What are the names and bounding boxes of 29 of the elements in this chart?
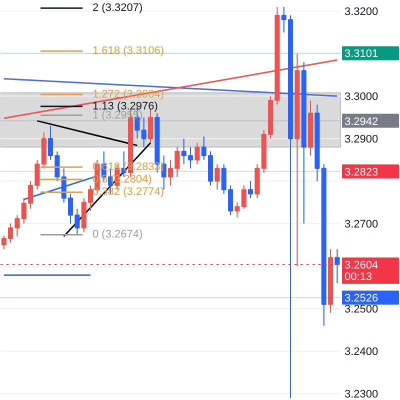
- candlestick: [141, 116, 146, 148]
- candlestick: [228, 184, 233, 216]
- candlestick: [241, 184, 246, 210]
- y-tick-label: 3.2500: [344, 304, 378, 316]
- candlestick: [221, 164, 226, 194]
- candlestick: [281, 6, 286, 33]
- candlestick: [214, 164, 220, 190]
- candlestick: [194, 142, 200, 165]
- y-tick-label: 3.3200: [344, 6, 378, 18]
- ref-line-label: 2 (3.3207): [92, 2, 143, 14]
- candlestick: [88, 184, 93, 212]
- ref-line-label: 1.618 (3.3106): [92, 45, 164, 58]
- candlestick: [234, 202, 240, 218]
- y-tick-label: 3.2400: [344, 346, 378, 358]
- candlestick: [188, 146, 193, 169]
- ref-line-label: 3.3101: [344, 48, 378, 60]
- ref-line-label: 0 (3.2674): [92, 228, 143, 241]
- y-tick-label: 3.2900: [344, 134, 378, 146]
- y-tick-label: 3.2700: [344, 218, 378, 231]
- candlestick: [248, 180, 253, 199]
- y-tick-label: 3.3000: [344, 91, 378, 104]
- ref-line-label: 3.2823: [344, 166, 378, 178]
- ref-line-label: 3.2942: [344, 116, 378, 128]
- ref-line-label: 3.2604 00:13: [344, 259, 378, 283]
- y-tick-label: 3.2300: [344, 388, 378, 400]
- candlestick: [201, 136, 206, 160]
- candlestick: [181, 138, 186, 165]
- ref-line-label: 3.2526: [344, 292, 378, 305]
- candlestick: [334, 248, 340, 284]
